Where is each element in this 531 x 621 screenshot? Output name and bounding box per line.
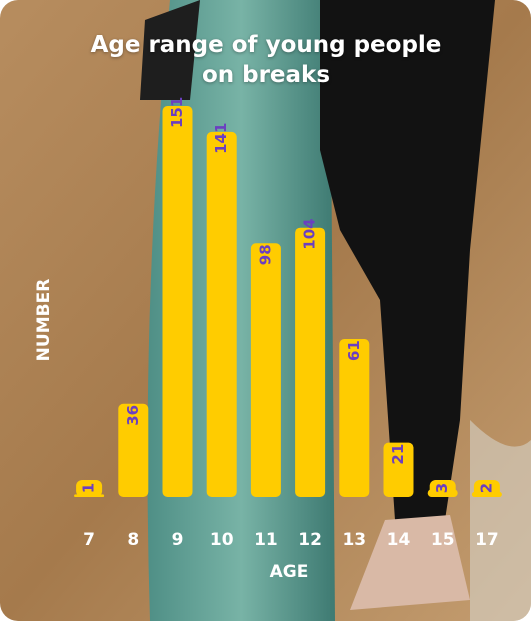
x-tick-label: 7: [83, 530, 95, 550]
value-label: 141: [212, 123, 230, 154]
bar: [207, 132, 237, 497]
x-tick-label: 8: [127, 530, 139, 550]
x-tick-label: 12: [298, 530, 322, 550]
x-tick-label: 14: [387, 530, 411, 550]
chart-title: Age range of young people on breaks: [76, 30, 456, 90]
x-tick-label: 9: [172, 530, 184, 550]
value-label: 61: [345, 340, 363, 361]
value-label: 21: [389, 444, 407, 465]
value-label: 104: [301, 218, 319, 249]
value-label: 1: [80, 483, 98, 493]
value-label: 98: [256, 244, 274, 265]
x-tick-label: 15: [431, 530, 455, 550]
bar: [339, 339, 369, 497]
x-tick-label: 17: [475, 530, 499, 550]
y-axis-label: NUMBER: [34, 279, 54, 362]
value-label: 36: [124, 405, 142, 426]
bar: [295, 228, 325, 497]
x-tick-label: 11: [254, 530, 278, 550]
x-axis-label: AGE: [270, 562, 309, 582]
bar: [251, 243, 281, 497]
value-label: 3: [433, 483, 451, 493]
x-tick-label: 13: [342, 530, 366, 550]
chart: NUMBER AGE 17368151914110981110412611321…: [0, 0, 531, 621]
bar: [163, 106, 193, 497]
infographic: NUMBER AGE 17368151914110981110412611321…: [0, 0, 531, 621]
value-label: 151: [168, 97, 186, 128]
x-tick-label: 10: [210, 530, 234, 550]
value-label: 2: [477, 483, 495, 493]
